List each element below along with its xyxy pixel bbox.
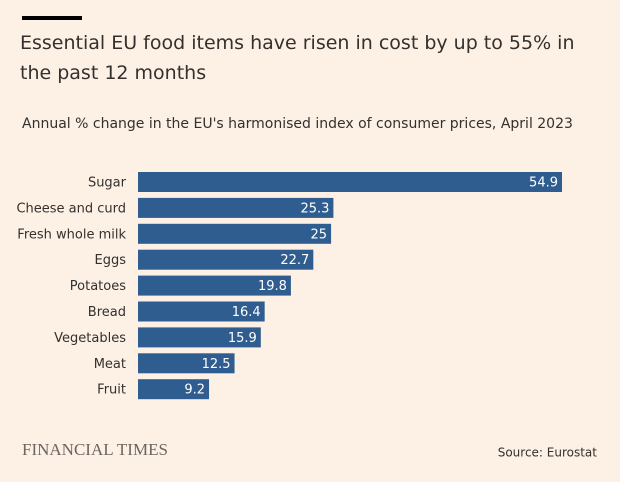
bar: [138, 353, 235, 374]
category-label: Eggs: [95, 253, 127, 268]
value-label: 16.4: [232, 305, 261, 320]
category-label: Meat: [94, 357, 126, 372]
category-label: Cheese and curd: [16, 201, 126, 216]
title-box: Essential EU food items have risen in co…: [20, 32, 575, 84]
chart-subtitle: Annual % change in the EU's harmonised i…: [22, 116, 573, 132]
category-label: Potatoes: [70, 279, 126, 294]
value-label: 9.2: [184, 383, 205, 398]
bar: [138, 275, 291, 296]
brand: FINANCIAL TIMES: [22, 440, 168, 459]
source: Source: Eurostat: [498, 446, 598, 460]
bar: [138, 223, 332, 244]
value-label: 15.9: [228, 331, 257, 346]
value-label: 22.7: [280, 253, 309, 268]
value-label: 19.8: [258, 279, 287, 294]
value-label: 54.9: [529, 176, 558, 191]
category-label: Fresh whole milk: [17, 227, 126, 242]
category-label: Sugar: [88, 176, 127, 191]
bar: [138, 301, 265, 322]
bar: [138, 379, 210, 400]
bar: [138, 172, 562, 192]
bar: [138, 327, 261, 348]
top-rule: [22, 16, 82, 20]
category-label: Vegetables: [54, 331, 126, 346]
category-label: Bread: [88, 305, 126, 320]
bar: [138, 249, 314, 270]
value-label: 25: [311, 227, 328, 242]
category-label: Fruit: [97, 383, 126, 398]
chart-title: Essential EU food items have risen in co…: [20, 32, 575, 84]
value-label: 12.5: [202, 357, 231, 372]
bar: [138, 197, 334, 218]
value-label: 25.3: [300, 201, 329, 216]
